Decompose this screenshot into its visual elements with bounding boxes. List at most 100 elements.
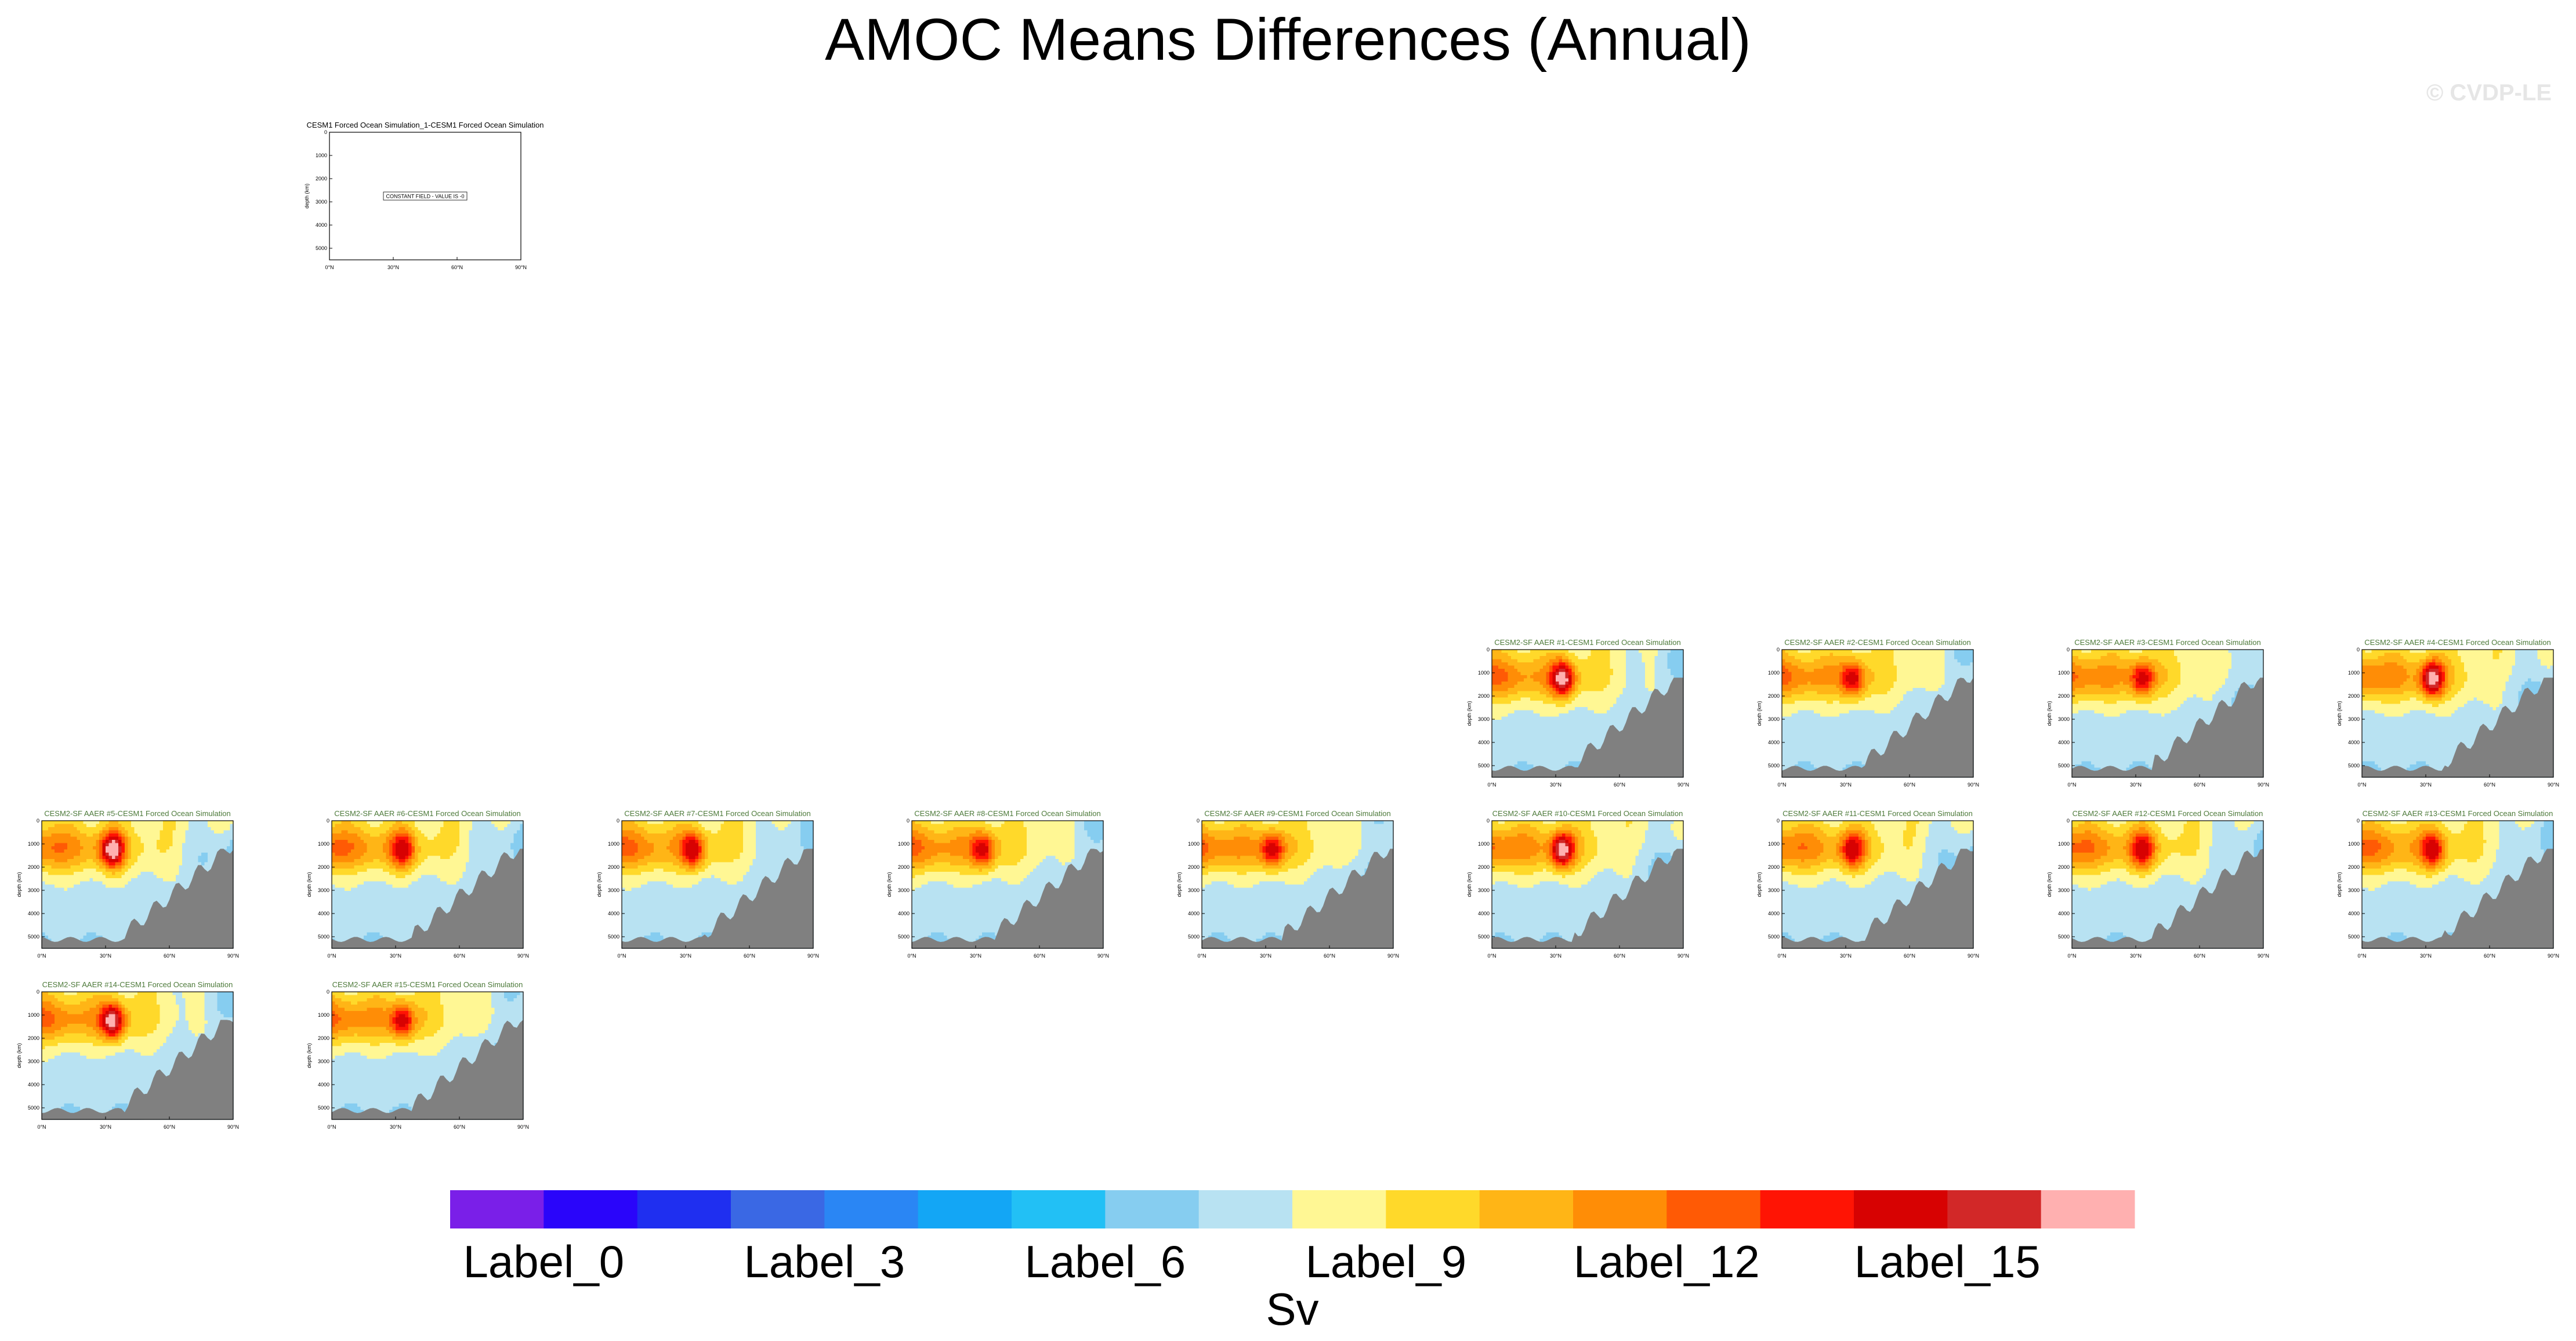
heatmap-cell bbox=[1511, 710, 1515, 714]
heatmap-cell bbox=[1807, 662, 1811, 666]
heatmap-cell bbox=[1530, 672, 1534, 676]
heatmap-cell bbox=[1626, 669, 1630, 673]
heatmap-cell bbox=[1664, 684, 1668, 688]
heatmap-cell bbox=[1887, 716, 1891, 720]
heatmap-cell bbox=[1565, 742, 1569, 746]
heatmap-cell bbox=[1884, 691, 1888, 695]
heatmap-cell bbox=[1571, 707, 1575, 711]
heatmap-cell bbox=[1508, 694, 1512, 698]
heatmap-cell bbox=[1498, 665, 1502, 669]
heatmap-cell bbox=[1829, 691, 1834, 695]
heatmap-cell bbox=[1568, 701, 1573, 705]
heatmap-cell bbox=[2072, 733, 2076, 737]
heatmap-cell bbox=[1562, 735, 1566, 740]
heatmap-cell bbox=[1508, 726, 1512, 730]
heatmap-cell bbox=[1664, 678, 1668, 682]
heatmap-cell bbox=[1906, 678, 1910, 682]
y-tick-label: 4000 bbox=[1768, 740, 1780, 745]
heatmap-cell bbox=[1546, 733, 1550, 737]
y-tick-label: 3000 bbox=[1478, 716, 1490, 722]
heatmap-cell bbox=[1520, 694, 1524, 698]
heatmap-cell bbox=[1858, 739, 1863, 743]
heatmap-cell bbox=[1508, 659, 1512, 663]
heatmap-cell bbox=[1829, 688, 1834, 692]
heatmap-cell bbox=[1533, 733, 1537, 737]
heatmap-cell bbox=[1565, 682, 1569, 686]
heatmap-cell bbox=[1788, 678, 1792, 682]
heatmap-cell bbox=[1874, 650, 1878, 654]
heatmap-cell bbox=[1798, 720, 1802, 724]
heatmap-cell bbox=[1527, 665, 1531, 669]
heatmap-cell bbox=[1839, 761, 1843, 765]
heatmap-cell bbox=[1782, 691, 1786, 695]
heatmap-cell bbox=[1549, 656, 1553, 660]
heatmap-cell bbox=[1546, 739, 1550, 743]
heatmap-cell bbox=[1645, 669, 1649, 673]
heatmap-cell bbox=[1903, 672, 1907, 676]
heatmap-cell bbox=[1530, 684, 1534, 688]
heatmap-cell bbox=[1890, 684, 1894, 688]
heatmap-cell bbox=[1581, 742, 1585, 746]
heatmap-cell bbox=[1938, 691, 1942, 695]
heatmap-cell bbox=[1782, 672, 1786, 676]
heatmap-cell bbox=[1814, 659, 1818, 663]
heatmap-cell bbox=[1814, 656, 1818, 660]
heatmap-cell bbox=[1642, 691, 1646, 695]
heatmap-cell bbox=[1795, 710, 1799, 714]
heatmap-cell bbox=[1858, 678, 1863, 682]
heatmap-cell bbox=[2078, 710, 2082, 714]
heatmap-cell bbox=[1645, 675, 1649, 679]
heatmap-cell bbox=[1651, 662, 1655, 666]
heatmap-cell bbox=[1912, 688, 1916, 692]
heatmap-cell bbox=[1881, 720, 1885, 724]
heatmap-cell bbox=[1508, 684, 1512, 688]
heatmap-cell bbox=[1537, 713, 1541, 717]
heatmap-cell bbox=[1594, 672, 1598, 676]
heatmap-cell bbox=[1677, 672, 1681, 676]
heatmap-cell bbox=[2075, 672, 2079, 676]
heatmap-cell bbox=[1788, 701, 1792, 705]
heatmap-cell bbox=[1514, 735, 1518, 740]
heatmap-cell bbox=[1505, 710, 1509, 714]
heatmap-cell bbox=[1533, 720, 1537, 724]
heatmap-cell bbox=[1868, 659, 1872, 663]
heatmap-cell bbox=[1823, 748, 1827, 752]
heatmap-cell bbox=[1562, 748, 1566, 752]
heatmap-cell bbox=[1910, 682, 1914, 686]
heatmap-cell bbox=[1829, 726, 1834, 730]
heatmap-cell bbox=[1575, 659, 1579, 663]
heatmap-cell bbox=[1508, 733, 1512, 737]
heatmap-cell bbox=[1868, 656, 1872, 660]
heatmap-cell bbox=[1836, 707, 1840, 711]
heatmap-cell bbox=[1575, 650, 1579, 654]
heatmap-cell bbox=[1935, 684, 1939, 688]
heatmap-cell bbox=[1658, 684, 1662, 688]
heatmap-cell bbox=[1910, 713, 1914, 717]
heatmap-cell bbox=[1654, 665, 1658, 669]
heatmap-cell bbox=[1839, 672, 1843, 676]
heatmap-cell bbox=[1878, 688, 1882, 692]
heatmap-cell bbox=[1590, 675, 1595, 679]
heatmap-cell bbox=[1881, 672, 1885, 676]
heatmap-cell bbox=[1537, 742, 1541, 746]
heatmap-cell bbox=[1594, 742, 1598, 746]
heatmap-cell bbox=[1543, 684, 1547, 688]
heatmap-cell bbox=[1849, 745, 1853, 749]
heatmap-cell bbox=[1798, 665, 1802, 669]
heatmap-cell bbox=[1884, 656, 1888, 660]
heatmap-cell bbox=[1505, 678, 1509, 682]
heatmap-cell bbox=[1919, 701, 1923, 705]
heatmap-cell bbox=[1552, 729, 1556, 733]
heatmap-cell bbox=[1900, 672, 1904, 676]
heatmap-cell bbox=[1842, 726, 1846, 730]
heatmap-cell bbox=[1492, 742, 1496, 746]
heatmap-cell bbox=[1944, 662, 1948, 666]
heatmap-cell bbox=[1597, 682, 1601, 686]
heatmap-cell bbox=[1661, 653, 1665, 657]
heatmap-cell bbox=[1565, 675, 1569, 679]
heatmap-cell bbox=[1610, 675, 1614, 679]
heatmap-cell bbox=[1884, 694, 1888, 698]
heatmap-cell bbox=[1829, 752, 1834, 756]
heatmap-cell bbox=[1590, 691, 1595, 695]
heatmap-cell bbox=[1919, 675, 1923, 679]
